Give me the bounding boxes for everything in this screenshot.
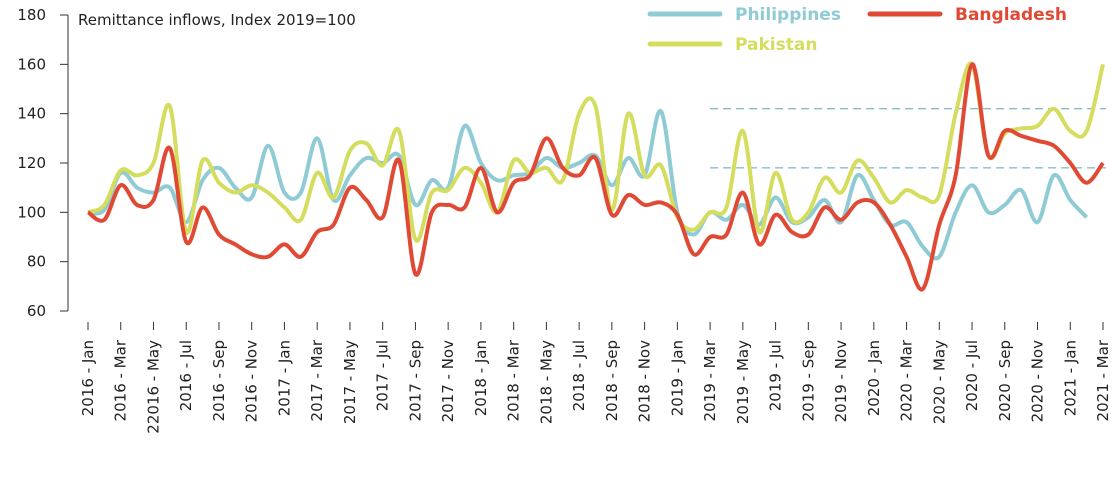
line-series xyxy=(86,62,1105,292)
legend-label: Pakistan xyxy=(735,35,817,55)
y-tick-label: 80 xyxy=(27,253,46,271)
y-tick-label: 160 xyxy=(17,55,46,73)
x-tick-label: 2019 - Jul xyxy=(767,340,785,411)
y-tick-label: 140 xyxy=(17,105,46,123)
x-tick-label: 2019 - Sep xyxy=(799,340,817,421)
x-tick-label: 2016 - Nov xyxy=(243,340,261,423)
x-tick-label: 2016 - Jul xyxy=(177,340,195,411)
x-tick-label: 2017 - Sep xyxy=(406,340,424,421)
x-tick-label: 2017 - Jan xyxy=(275,340,293,416)
x-tick-label: 2018 - May xyxy=(537,340,555,424)
x-tick-label: 2021 - Jan xyxy=(1061,340,1079,416)
x-tick-label: 22016 - May xyxy=(144,340,162,434)
x-tick-label: 2020 - Jul xyxy=(963,340,981,411)
chart-title: Remittance inflows, Index 2019=100 xyxy=(78,11,356,29)
x-tick-label: 2019 - May xyxy=(734,340,752,424)
x-tick-label: 2016 - Jan xyxy=(79,340,97,416)
x-tick-label: 2020 - Jan xyxy=(865,340,883,416)
x-tick-label: 2019 - Mar xyxy=(701,339,719,421)
x-tick-label: 2017 - Jul xyxy=(374,340,392,411)
y-tick-label: 100 xyxy=(17,203,46,221)
x-tick-label: 2018 - Sep xyxy=(603,340,621,421)
y-tick-label: 60 xyxy=(27,302,46,320)
x-tick-label: 2017 - Nov xyxy=(439,340,457,423)
x-tick-label: 2019 - Nov xyxy=(832,340,850,423)
x-tick-label: 2018 - Jul xyxy=(570,340,588,411)
x-tick-label: 2018 - Nov xyxy=(636,340,654,423)
legend-label: Philippines xyxy=(735,5,841,25)
x-tick-label: 2018 - Jan xyxy=(472,340,490,416)
line-series xyxy=(87,109,1089,261)
x-tick-label: 2017 - May xyxy=(341,340,359,424)
x-tick-label: 2016 - Mar xyxy=(112,339,130,421)
x-tick-label: 2020 - Mar xyxy=(898,339,916,421)
x-tick-label: 2020 - May xyxy=(930,340,948,424)
x-tick-label: 2017 - Mar xyxy=(308,339,326,421)
x-tick-label: 2020 - Nov xyxy=(1029,340,1047,423)
x-tick-label: 2016 - Sep xyxy=(210,340,228,421)
x-tick-label: 2021 - Mar xyxy=(1094,339,1112,421)
y-tick-label: 120 xyxy=(17,154,46,172)
line-series xyxy=(87,61,1105,243)
x-tick-label: 2020 - Sep xyxy=(996,340,1014,421)
x-tick-label: 2018 - Mar xyxy=(505,339,523,421)
x-tick-label: 2019 - Jan xyxy=(668,340,686,416)
legend-label: Bangladesh xyxy=(955,5,1067,25)
y-tick-label: 180 xyxy=(17,6,46,24)
